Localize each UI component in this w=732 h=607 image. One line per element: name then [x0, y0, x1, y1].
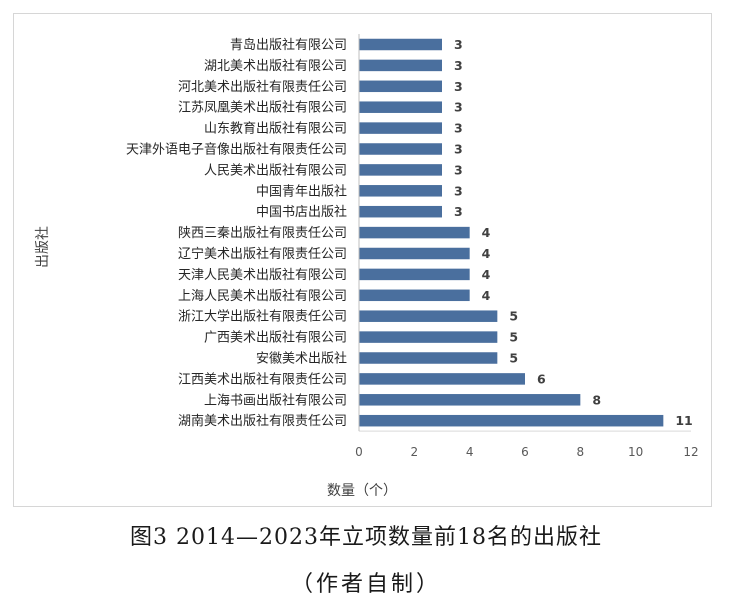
category-label: 浙江大学出版社有限责任公司: [178, 309, 347, 325]
category-label: 安徽美术出版社: [256, 351, 347, 367]
category-label: 青岛出版社有限公司: [230, 37, 347, 53]
data-label: 3: [454, 79, 463, 94]
bar: [359, 352, 498, 364]
x-axis-title: 数量（个）: [327, 483, 397, 499]
x-tick-label: 4: [466, 445, 474, 459]
category-label: 河北美术出版社有限责任公司: [178, 79, 347, 95]
x-tick-label: 2: [411, 445, 419, 459]
bar: [359, 373, 525, 385]
bar: [359, 101, 442, 113]
bar: [359, 289, 470, 302]
x-tick-label: 0: [355, 445, 363, 459]
category-label: 中国书店出版社: [256, 204, 347, 220]
chart-frame: 青岛出版社有限公司湖北美术出版社有限公司河北美术出版社有限责任公司 江苏凤凰美术出…: [13, 13, 712, 507]
category-label: 上海书画出版社有限公司: [204, 392, 347, 408]
data-label: 3: [454, 204, 463, 219]
bar: [359, 310, 498, 322]
figure-caption: 图3 2014—2023年立项数量前18名的出版社: [130, 525, 602, 550]
y-axis-title: 出版社: [35, 226, 51, 268]
data-label: 4: [482, 288, 491, 303]
data-label: 3: [454, 142, 463, 157]
bar: [359, 268, 470, 281]
data-label: 4: [482, 246, 491, 261]
category-label: 山东教育出版社有限公司: [204, 121, 347, 137]
data-label: 3: [454, 37, 463, 52]
bar: [359, 394, 581, 406]
x-tick-label: 8: [577, 445, 585, 459]
x-tick-label: 6: [521, 445, 529, 459]
bar: [359, 80, 442, 93]
bar: [359, 122, 442, 134]
category-label: 天津外语电子音像出版社有限责任公司: [126, 142, 347, 158]
data-label: 3: [454, 121, 463, 136]
category-label: 人民美术出版社有限公司: [204, 162, 347, 178]
data-label: 3: [454, 183, 463, 198]
category-label: 辽宁美术出版社有限责任公司: [178, 246, 347, 262]
data-label: 3: [454, 100, 463, 115]
bars: [359, 38, 664, 427]
x-tick-label: 10: [628, 445, 643, 459]
category-label: 广西美术出版社有限公司: [204, 330, 347, 346]
category-label: 陕西三秦出版社有限责任公司: [178, 225, 347, 241]
bar: [359, 414, 664, 427]
bar: [359, 226, 470, 239]
category-label: 中国青年出版社: [256, 183, 347, 199]
figure-caption-note: （作者自制）: [290, 572, 441, 597]
data-label: 8: [592, 392, 601, 407]
bar: [359, 205, 442, 218]
category-label: 天津人民美术出版社有限公司: [178, 267, 347, 283]
bar: [359, 143, 442, 155]
bar: [359, 247, 470, 260]
bar: [359, 185, 442, 197]
data-label: 3: [454, 162, 463, 177]
data-label: 5: [509, 351, 518, 366]
bar: [359, 38, 442, 51]
bar: [359, 164, 442, 176]
category-label: 湖南美术出版社有限责任公司: [178, 413, 347, 429]
category-label: 湖北美术出版社有限公司: [204, 58, 347, 74]
category-label: 江西美术出版社有限责任公司: [178, 371, 347, 387]
data-label: 5: [509, 309, 518, 324]
data-label: 3: [454, 58, 463, 73]
bar: [359, 59, 442, 72]
data-label: 5: [509, 330, 518, 345]
data-label: 6: [537, 371, 546, 386]
category-label: 上海人民美术出版社有限公司: [178, 288, 347, 304]
category-label: 江苏凤凰美术出版社有限公司: [178, 100, 347, 116]
category-labels: 青岛出版社有限公司湖北美术出版社有限公司河北美术出版社有限责任公司江苏凤凰美术出…: [126, 37, 347, 429]
x-tick-labels: 0 2 4 6 8 10 12: [355, 445, 698, 459]
bar: [359, 331, 498, 343]
data-label: 11: [675, 413, 692, 428]
value-labels: 3 3 3 3 3 3 3 3 3 4 4 4 4 5 5 5 6 8 11: [454, 37, 693, 428]
bar-chart: 青岛出版社有限公司湖北美术出版社有限公司河北美术出版社有限责任公司江苏凤凰美术出…: [35, 34, 699, 499]
data-label: 4: [482, 267, 491, 282]
x-tick-label: 12: [683, 445, 698, 459]
data-label: 4: [482, 225, 491, 240]
